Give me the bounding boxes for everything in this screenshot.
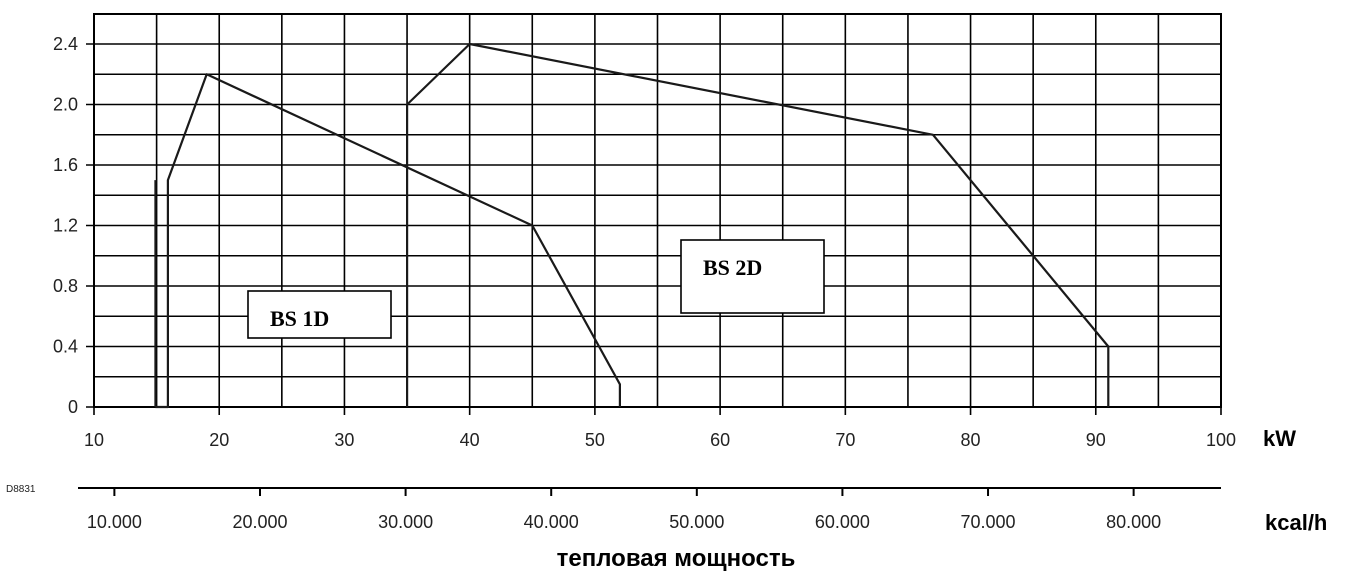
y-tick-label: 1.6 (53, 155, 78, 175)
series-line-bs-1d (155, 73, 621, 409)
series-label-bs-2d: BS 2D (680, 239, 825, 314)
x-tick-label: 30 (334, 430, 354, 450)
x-tick-labels: 10 20 30 40 50 60 70 80 90 100 (84, 430, 1236, 450)
series-line-bs-2d (406, 42, 1110, 407)
x-tick-label: 20 (209, 430, 229, 450)
secondary-tick-label: 20.000 (232, 512, 287, 532)
y-tick-label: 0.4 (53, 337, 78, 357)
label-box (247, 290, 392, 339)
x-tick-label: 10 (84, 430, 104, 450)
series-label-text: BS 1D (270, 306, 329, 331)
secondary-tick-label: 70.000 (960, 512, 1015, 532)
x-tick-label: 50 (585, 430, 605, 450)
secondary-tick-label: 50.000 (669, 512, 724, 532)
secondary-tick-label: 60.000 (815, 512, 870, 532)
y-tick-label: 1.2 (53, 216, 78, 236)
x-tick-label: 60 (710, 430, 730, 450)
series-label-bs-1d: BS 1D (247, 290, 392, 339)
x-tick-label: 100 (1206, 430, 1236, 450)
x-tick-label: 90 (1086, 430, 1106, 450)
x-tick-label: 70 (835, 430, 855, 450)
y-tick-label: 0 (68, 397, 78, 417)
label-box (680, 239, 825, 314)
secondary-tick-label: 80.000 (1106, 512, 1161, 532)
y-tick-label: 0.8 (53, 276, 78, 296)
axis-title: тепловая мощность (557, 545, 796, 572)
secondary-tick-label: 40.000 (524, 512, 579, 532)
x-axis-unit-kw: kW (1263, 426, 1296, 451)
series-labels: BS 1D BS 2D (247, 239, 825, 339)
series-label-text: BS 2D (703, 255, 762, 280)
secondary-tick-label: 30.000 (378, 512, 433, 532)
figure-code: D8831 (6, 484, 36, 495)
x-tick-label: 80 (961, 430, 981, 450)
series-lines (154, 42, 1110, 409)
x-axis-unit-kcal: kcal/h (1265, 510, 1327, 535)
grid (86, 12, 1222, 415)
secondary-tick-label: 10.000 (87, 512, 142, 532)
y-tick-labels: 0 0.4 0.8 1.2 1.6 2.0 2.4 (53, 34, 78, 417)
secondary-axis: 10.000 20.000 30.000 40.000 50.000 60.000 70.0… (78, 487, 1221, 532)
y-tick-label: 2.4 (53, 34, 78, 54)
y-tick-label: 2.0 (53, 95, 78, 115)
x-tick-label: 40 (460, 430, 480, 450)
